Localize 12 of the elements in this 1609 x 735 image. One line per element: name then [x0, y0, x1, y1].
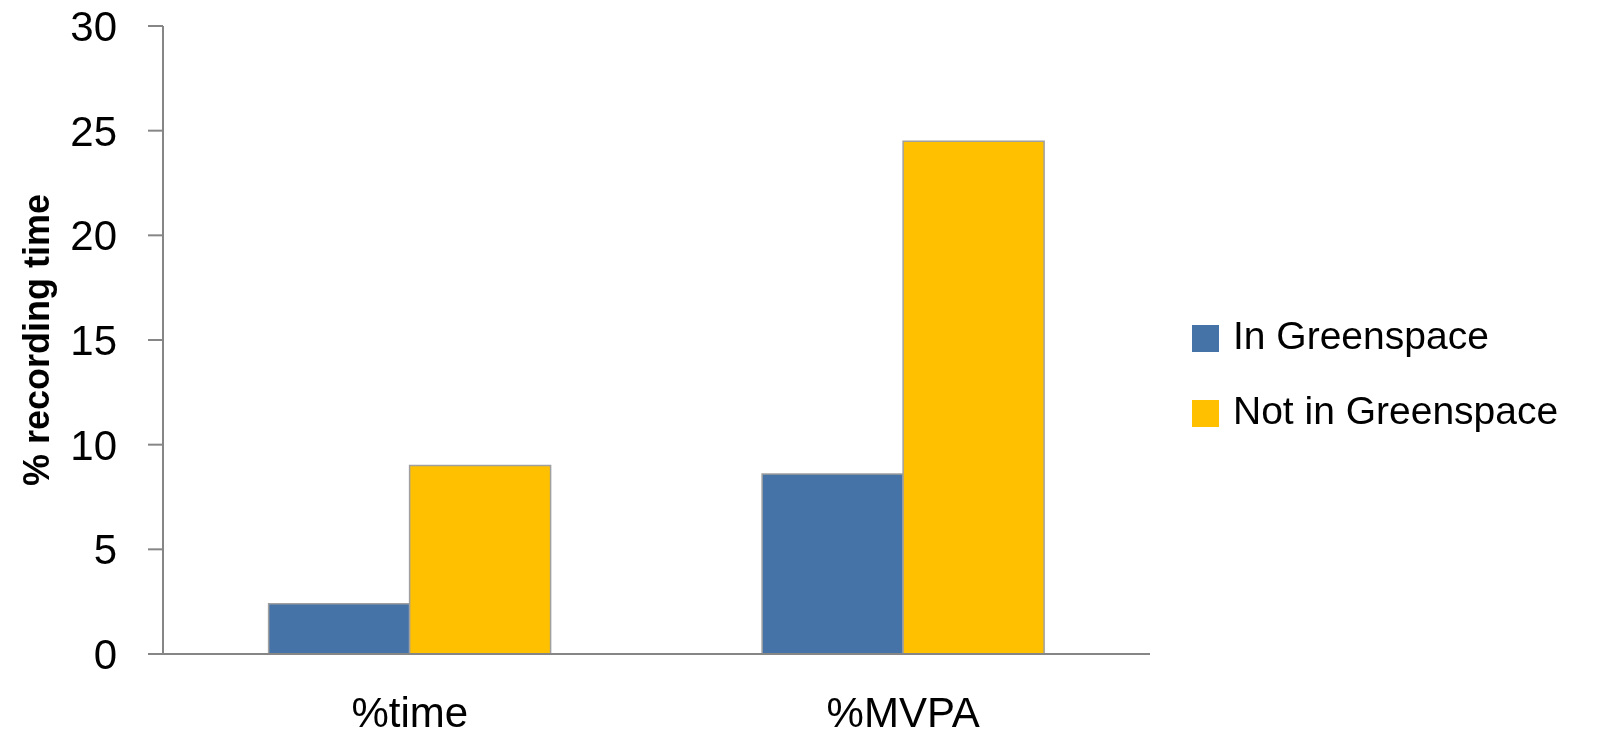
x-tick-label: %MVPA: [826, 688, 980, 735]
y-tick-label: 15: [70, 316, 117, 364]
y-axis-title: % recording time: [16, 193, 57, 487]
y-tick-label: 25: [70, 107, 117, 155]
y-tick-label: 0: [93, 630, 117, 678]
y-tick-label: 30: [70, 2, 117, 50]
legend-label: Not in Greenspace: [1233, 389, 1559, 432]
y-tick-label: 20: [70, 212, 117, 260]
legend-label: In Greenspace: [1233, 314, 1489, 357]
y-tick-label: 10: [70, 421, 117, 469]
x-tick-label: %time: [351, 688, 469, 735]
y-tick-label: 5: [93, 526, 117, 574]
